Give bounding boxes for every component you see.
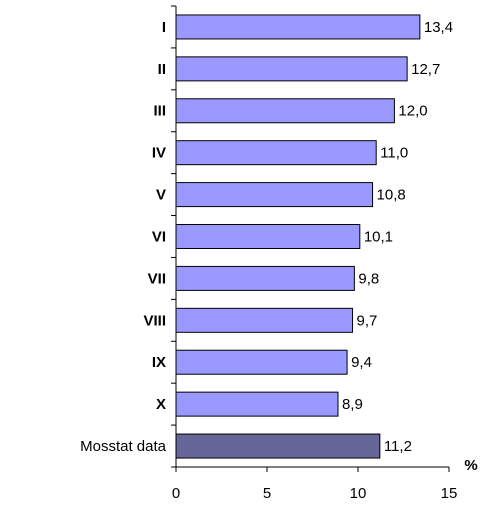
y-tick-label: II xyxy=(158,61,166,78)
bar xyxy=(175,433,381,459)
value-label: 11,2 xyxy=(384,438,412,455)
bar xyxy=(175,391,339,417)
bar xyxy=(175,307,354,333)
y-tick-label: VI xyxy=(152,228,166,245)
x-tick-label: 10 xyxy=(350,485,367,502)
value-label: 8,9 xyxy=(342,396,363,413)
y-tick-label: X xyxy=(156,396,166,413)
bar xyxy=(175,140,377,166)
bar xyxy=(175,14,421,40)
value-label: 12,0 xyxy=(398,103,427,120)
x-axis-label: % xyxy=(464,457,477,474)
y-tick-label: III xyxy=(153,103,166,120)
bar xyxy=(175,98,395,124)
y-tick-label: IV xyxy=(152,145,166,162)
y-tick-label: Mosstat data xyxy=(80,438,167,455)
y-tick-label: V xyxy=(156,187,166,204)
y-tick-label: I xyxy=(162,19,166,36)
value-label: 13,4 xyxy=(424,19,453,36)
bar xyxy=(175,182,374,208)
bar xyxy=(175,56,408,82)
y-tick-label: VIII xyxy=(143,312,166,329)
bar xyxy=(175,224,361,249)
y-tick-label: VII xyxy=(148,270,166,287)
value-label: 9,8 xyxy=(358,270,379,287)
x-tick-label: 15 xyxy=(441,485,458,502)
value-label: 9,7 xyxy=(357,312,378,329)
value-label: 12,7 xyxy=(411,61,440,78)
value-label: 11,0 xyxy=(380,145,408,162)
value-label: 10,8 xyxy=(377,187,406,204)
value-label: 9,4 xyxy=(351,354,372,371)
y-tick-label: IX xyxy=(152,354,166,371)
bar xyxy=(175,265,355,291)
bar xyxy=(175,349,348,375)
value-label: 10,1 xyxy=(364,228,393,245)
x-tick-label: 5 xyxy=(263,485,271,502)
x-tick-label: 0 xyxy=(172,485,180,502)
